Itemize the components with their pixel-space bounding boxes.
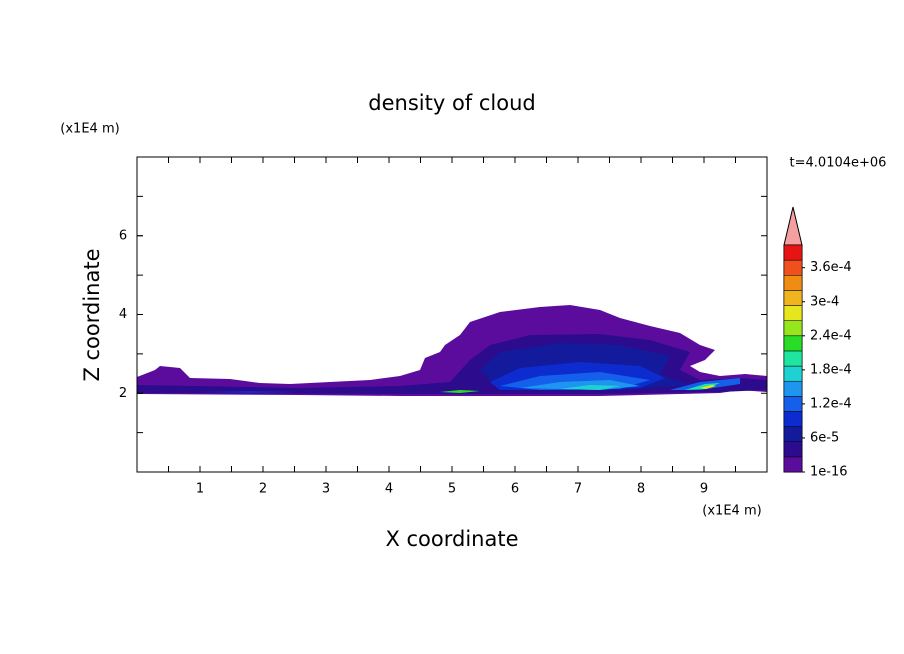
y-tick-label: 2 [119,386,127,401]
y-axis-label: Z coordinate [80,248,104,381]
x-tick-label: 2 [259,482,267,497]
annotation: t=4.0104e+06 [790,156,887,171]
contour-region [685,383,720,390]
x-tick-label: 8 [637,482,645,497]
colorbar-band [783,290,803,306]
contour-region [200,391,300,393]
x-unit: (x1E4 m) [702,504,761,519]
colorbar-band [783,335,803,352]
plot-frame [136,156,768,473]
colorbar-band [783,259,803,276]
colorbar-band [783,350,803,367]
colorbar-band [783,396,803,412]
colorbar-band [783,426,803,442]
colorbar-extend [783,206,803,246]
colorbar-band [783,244,803,261]
x-tick-label: 3 [322,482,330,497]
colorbar-band [783,320,803,337]
colorbar-label: 3.6e-4 [810,260,852,275]
colorbar-band [783,411,803,427]
colorbar-label: 2.4e-4 [810,328,852,343]
contour-field [137,305,767,396]
x-tick-label: 9 [700,482,708,497]
colorbar-label: 1.2e-4 [810,396,852,411]
x-tick-label: 5 [448,482,456,497]
colorbar-band [783,275,803,291]
colorbar-label: 6e-5 [810,430,839,445]
contour-region [440,390,480,393]
contour-region [560,385,620,390]
x-tick-label: 1 [196,482,204,497]
colorbar-label: 1e-16 [810,465,848,480]
x-tick-label: 4 [385,482,393,497]
y-unit: (x1E4 m) [60,122,119,137]
colorbar-band [783,380,803,397]
x-tick-label: 6 [511,482,519,497]
colorbar-band [783,305,803,321]
x-axis-label: X coordinate [385,527,518,551]
colorbar-label: 1.8e-4 [810,362,852,377]
colorbar-band [783,365,803,382]
colorbar-band [783,456,803,473]
colorbar-band [783,441,803,458]
contour-region [700,385,716,389]
colorbar-label: 3e-4 [810,294,839,309]
y-tick-label: 6 [119,228,127,243]
x-tick-label: 7 [574,482,582,497]
chart-title: density of cloud [368,91,535,115]
y-tick-label: 4 [119,307,127,322]
